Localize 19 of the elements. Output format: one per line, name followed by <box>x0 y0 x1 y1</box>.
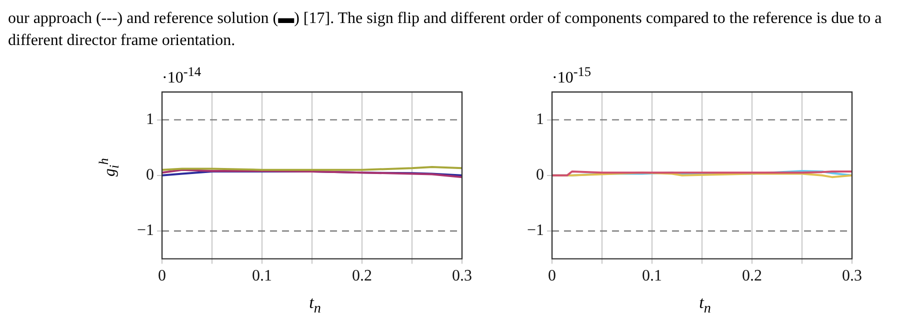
x-axis-title: t$_{n}$ <box>698 293 712 318</box>
text: ·10$^{-15}$ <box>552 64 592 88</box>
x-tick-label: 0.2 <box>742 268 762 285</box>
y-tick-label: −1 <box>526 222 544 240</box>
x-tick-label: 0.3 <box>842 268 862 285</box>
x-tick-label: 0.3 <box>452 268 472 285</box>
x-axis-title: t$_{n}$ <box>308 293 322 318</box>
x-tick-label: 0 <box>158 268 166 285</box>
text: ·10$^{-14}$ <box>162 64 202 88</box>
y-tick-label: 1 <box>536 111 544 128</box>
y-tick-label: −1 <box>136 222 154 240</box>
y-tick-label: 1 <box>146 111 154 128</box>
text: our approach (---) and reference solution (▬) [17]. The sign flip and different order of components compared to the reference is due to a different director frame orientation. <box>8 9 883 51</box>
x-tick-label: 0.1 <box>252 268 272 285</box>
x-tick-label: 0 <box>548 268 556 285</box>
y-tick-label: 0 <box>146 166 154 184</box>
y-tick-label: 0 <box>536 166 544 184</box>
x-tick-label: 0.2 <box>352 268 372 285</box>
x-tick-label: 0.1 <box>642 268 662 285</box>
